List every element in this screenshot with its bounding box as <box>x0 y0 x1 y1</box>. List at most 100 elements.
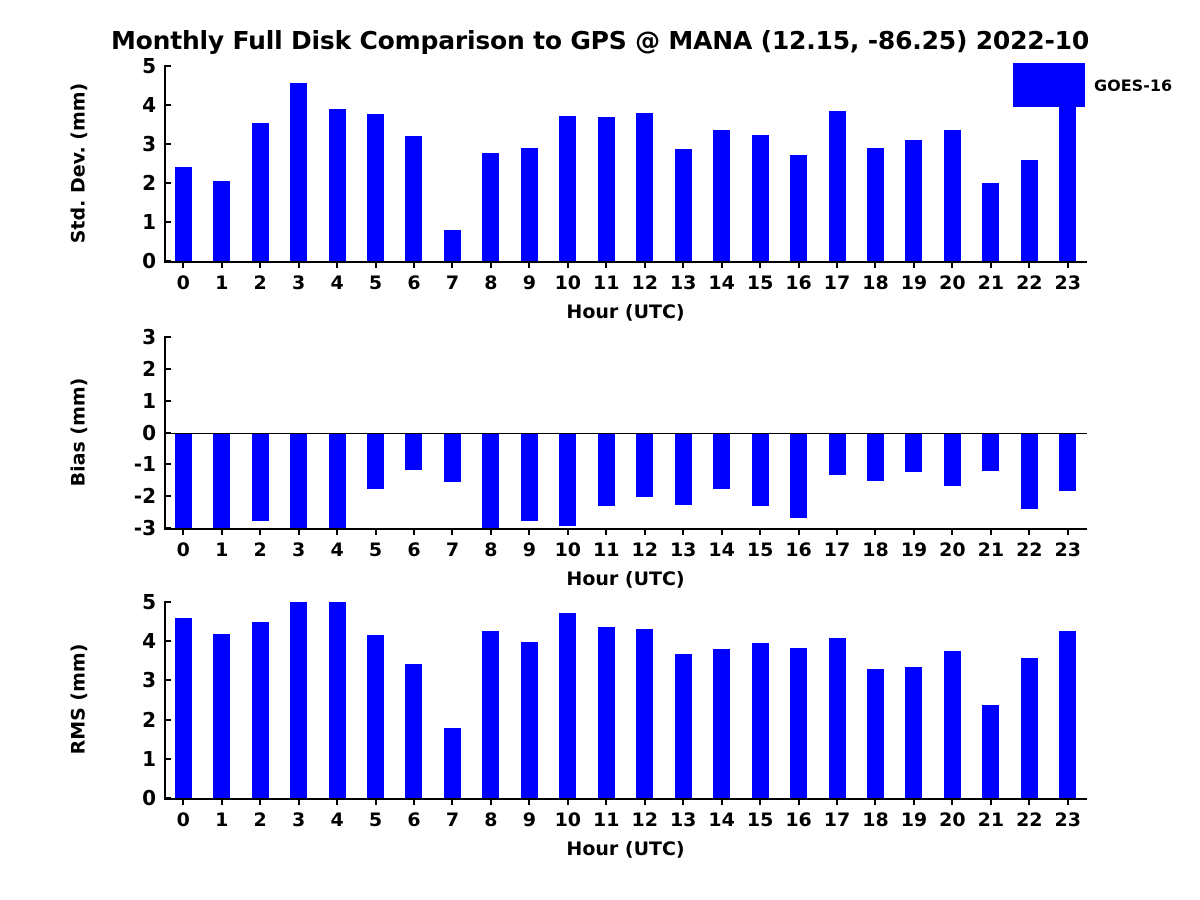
xtick-label-rms-16: 16 <box>785 809 812 831</box>
xtick-mark-std-dev-23 <box>1066 261 1069 268</box>
xtick-mark-bias-0 <box>182 528 185 535</box>
ytick-mark-std-dev-5 <box>164 65 171 67</box>
xtick-label-bias-20: 20 <box>939 539 966 561</box>
bar-rms-hour-3 <box>290 602 308 798</box>
bar-std-dev-hour-20 <box>943 129 961 261</box>
bar-bias-hour-15 <box>751 432 769 506</box>
xtick-mark-bias-16 <box>797 528 800 535</box>
ytick-mark-rms-2 <box>164 718 171 721</box>
xtick-label-bias-1: 1 <box>215 539 229 561</box>
xtick-label-std-dev-10: 10 <box>554 272 582 294</box>
bar-bias-hour-17 <box>828 432 846 476</box>
ytick-mark-bias-1 <box>164 495 171 498</box>
bar-rms-hour-5 <box>367 634 385 798</box>
ytick-label-rms-0: 0 <box>142 786 156 810</box>
bar-rms-hour-11 <box>597 626 615 798</box>
xtick-label-std-dev-7: 7 <box>445 272 460 294</box>
ytick-mark-bias-4 <box>164 399 171 402</box>
xtick-label-std-dev-5: 5 <box>368 272 383 294</box>
xtick-mark-std-dev-16 <box>797 261 800 268</box>
bar-bias-hour-16 <box>790 432 808 519</box>
xtick-label-bias-7: 7 <box>445 539 460 561</box>
xtick-label-rms-0: 0 <box>176 809 190 831</box>
ytick-mark-rms-5 <box>164 601 171 603</box>
bar-bias-hour-10 <box>559 432 577 526</box>
xtick-mark-rms-16 <box>797 798 800 805</box>
xtick-mark-rms-9 <box>528 798 531 805</box>
bar-rms-hour-13 <box>674 654 692 798</box>
xtick-mark-rms-3 <box>297 798 300 805</box>
ytick-label-bias-5: 2 <box>142 356 156 381</box>
xtick-mark-rms-17 <box>836 798 839 805</box>
xtick-mark-bias-15 <box>759 528 762 535</box>
ytick-mark-rms-1 <box>164 757 171 760</box>
xtick-label-bias-15: 15 <box>746 539 774 561</box>
ytick-mark-bias-5 <box>164 367 171 370</box>
xtick-label-std-dev-12: 12 <box>631 272 658 294</box>
xtick-mark-std-dev-5 <box>374 261 377 268</box>
bar-bias-hour-11 <box>597 432 615 507</box>
subplot-bias: -3 -2 -1 0 1 2 3 0 1 2 3 4 5 6 7 8 9 10 11 12 13 14 15 16 17 18 19… <box>67 325 1087 590</box>
bar-rms-hour-8 <box>482 630 500 798</box>
ytick-label-std-dev-4: 4 <box>142 93 156 117</box>
xtick-label-bias-14: 14 <box>708 539 735 561</box>
xtick-label-rms-18: 18 <box>862 809 889 831</box>
ytick-label-std-dev-3: 3 <box>142 132 156 156</box>
xtick-mark-bias-21 <box>989 528 992 535</box>
bar-std-dev-hour-15 <box>751 135 769 261</box>
xtick-mark-bias-5 <box>374 528 377 535</box>
bar-std-dev-hour-9 <box>520 147 538 261</box>
xtick-label-bias-2: 2 <box>253 539 267 561</box>
xtick-mark-std-dev-6 <box>412 261 415 268</box>
bar-bias-hour-6 <box>405 432 423 471</box>
bar-bias-hour-5 <box>367 432 385 490</box>
ytick-mark-std-dev-0 <box>164 260 171 262</box>
bar-rms-hour-19 <box>905 667 923 798</box>
xtick-label-bias-16: 16 <box>785 539 812 561</box>
bar-bias-hour-3 <box>290 432 308 528</box>
xtick-mark-std-dev-3 <box>297 261 300 268</box>
xtick-label-bias-3: 3 <box>291 539 306 561</box>
legend-swatch-goes-16 <box>1013 63 1085 107</box>
bar-std-dev-hour-17 <box>828 111 846 261</box>
xtick-label-std-dev-9: 9 <box>522 272 536 294</box>
ytick-mark-std-dev-3 <box>164 143 171 145</box>
xtick-mark-std-dev-1 <box>220 261 223 268</box>
xtick-mark-std-dev-11 <box>605 261 608 268</box>
xtick-mark-std-dev-13 <box>682 261 685 268</box>
zero-line-bias <box>164 432 1087 434</box>
ytick-mark-rms-4 <box>164 640 171 643</box>
xtick-label-rms-14: 14 <box>708 809 735 831</box>
xtick-label-rms-9: 9 <box>522 809 536 831</box>
ytick-label-bias-3: 0 <box>142 420 156 445</box>
bar-rms-hour-9 <box>520 642 538 798</box>
bar-bias-hour-23 <box>1059 432 1077 492</box>
xtick-label-bias-22: 22 <box>1016 539 1043 561</box>
xtick-label-std-dev-4: 4 <box>330 272 344 294</box>
bar-rms-hour-12 <box>636 629 654 798</box>
xtick-mark-rms-6 <box>412 798 415 805</box>
bar-rms-hour-20 <box>943 650 961 798</box>
xtick-label-rms-19: 19 <box>900 809 928 831</box>
xtick-mark-std-dev-10 <box>566 261 569 268</box>
bar-std-dev-hour-3 <box>290 82 308 261</box>
xtick-label-bias-8: 8 <box>484 539 498 561</box>
xtick-mark-rms-15 <box>759 798 762 805</box>
xtick-label-bias-13: 13 <box>669 539 697 561</box>
xtick-mark-std-dev-17 <box>836 261 839 268</box>
ytick-label-bias-4: 1 <box>142 388 156 413</box>
bar-std-dev-hour-22 <box>1020 159 1038 261</box>
ytick-mark-bias-6 <box>164 336 171 338</box>
ytick-label-bias-1: -2 <box>133 484 156 509</box>
bar-rms-hour-17 <box>828 638 846 798</box>
legend[interactable]: GOES-16 <box>1013 63 1172 107</box>
bar-rms-hour-22 <box>1020 658 1038 798</box>
xtick-label-rms-10: 10 <box>554 809 582 831</box>
xtick-mark-bias-6 <box>412 528 415 535</box>
xtick-label-rms-22: 22 <box>1016 809 1043 831</box>
xtick-label-std-dev-2: 2 <box>253 272 267 294</box>
xtick-mark-std-dev-21 <box>989 261 992 268</box>
ytick-label-bias-2: -1 <box>133 452 156 477</box>
y-axis-line-std-dev <box>164 66 166 261</box>
